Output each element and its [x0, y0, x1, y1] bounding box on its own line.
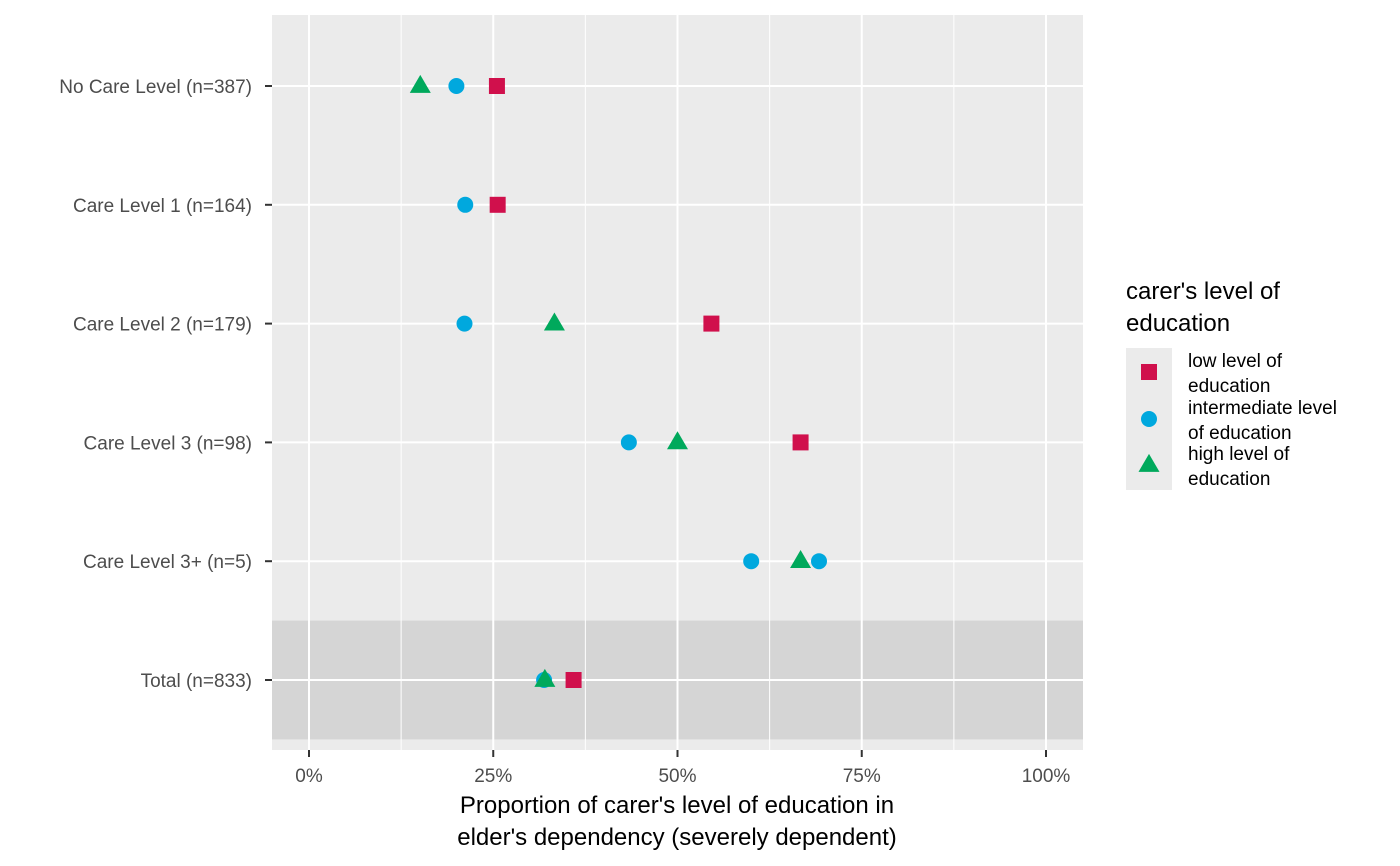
legend-title-line-1: carer's level of: [1126, 278, 1280, 305]
y-axis: No Care Level (n=387) Care Level 1 (n=164…: [59, 77, 272, 692]
y-tick-label: Total (n=833): [141, 671, 252, 692]
legend-square-key: [1141, 364, 1157, 380]
x-axis-title-line-1: Proportion of carer's level of education…: [460, 792, 894, 819]
square-data-point: [488, 78, 505, 94]
x-tick-label: 0%: [295, 766, 323, 787]
x-tick-label: 75%: [843, 766, 881, 787]
square-data-point: [792, 434, 809, 451]
square-data-point: [703, 315, 720, 332]
data-points: [409, 74, 828, 688]
y-tick-label: Care Level 2 (n=179): [73, 315, 252, 336]
circle-data-point: [620, 434, 637, 451]
circle-data-point: [811, 553, 828, 570]
square-data-point: [565, 672, 582, 688]
x-axis-title-line-2: elder's dependency (severely dependent): [457, 824, 897, 851]
x-tick-label: 25%: [474, 766, 512, 787]
square-data-point: [489, 196, 506, 213]
minor-gridlines: [400, 15, 955, 750]
triangle-data-point: [667, 431, 688, 450]
y-tick-label: Care Level 3 (n=98): [84, 433, 252, 454]
legend-label: education: [1188, 469, 1270, 490]
legend-triangle-key: [1138, 453, 1160, 472]
x-tick-label: 100%: [1022, 766, 1071, 787]
circle-data-point: [457, 196, 474, 213]
legend-title-line-2: education: [1126, 310, 1230, 337]
legend-label: low level of: [1188, 351, 1283, 372]
circle-data-point: [743, 553, 760, 570]
triangle-data-point: [534, 668, 556, 687]
x-axis: 0% 25% 50% 75% 100%: [295, 750, 1070, 787]
triangle-data-point: [790, 550, 812, 569]
legend-label: high level of: [1188, 444, 1290, 465]
legend-circle-key: [1141, 411, 1157, 427]
major-gridlines: [272, 15, 1083, 750]
x-tick-label: 50%: [658, 766, 696, 787]
circle-data-point: [456, 315, 473, 332]
circle-data-point: [448, 78, 465, 94]
y-tick-label: Care Level 3+ (n=5): [83, 552, 252, 573]
legend-label: intermediate level: [1188, 398, 1337, 419]
y-tick-label: Care Level 1 (n=164): [73, 196, 252, 217]
plot-panel: [272, 15, 1083, 750]
triangle-data-point: [543, 312, 565, 331]
legend-label: education: [1188, 376, 1270, 397]
legend-label: of education: [1188, 423, 1292, 444]
legend: carer's level of education low level of e…: [1126, 278, 1337, 490]
triangle-data-point: [409, 74, 431, 93]
y-tick-label: No Care Level (n=387): [59, 77, 252, 98]
